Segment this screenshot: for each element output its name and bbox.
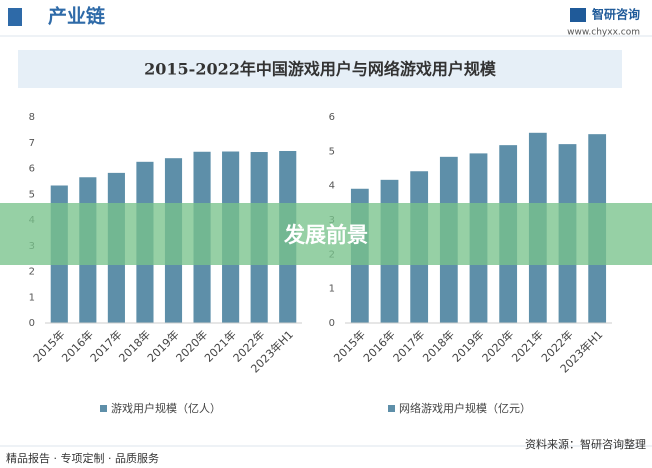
y-tick-label: 8 xyxy=(29,112,35,123)
y-tick-label: 5 xyxy=(29,189,35,200)
y-tick-label: 6 xyxy=(29,164,35,175)
banner-text: 发展前景 xyxy=(283,223,368,247)
brand-logo xyxy=(570,8,586,22)
y-tick-label: 1 xyxy=(329,284,335,295)
title-box xyxy=(18,50,622,88)
banner-band xyxy=(0,203,652,265)
y-tick-label: 0 xyxy=(329,318,335,329)
y-tick-label: 7 xyxy=(29,138,35,149)
y-tick-label: 5 xyxy=(329,146,335,157)
legend-swatch xyxy=(388,405,395,412)
footer-left: 精品报告 · 专项定制 · 品质服务 xyxy=(6,451,159,465)
brand-url: www.chyxx.com xyxy=(567,28,640,38)
y-tick-label: 1 xyxy=(29,292,35,303)
header-icon xyxy=(8,8,22,26)
chart-title: 2015-2022年中国游戏用户与网络游戏用户规模 xyxy=(144,60,497,79)
legend-label: 网络游戏用户规模（亿元） xyxy=(399,401,531,415)
header-title: 产业链 xyxy=(48,5,105,28)
y-tick-label: 0 xyxy=(29,318,35,329)
y-tick-label: 2 xyxy=(29,267,35,278)
legend-swatch xyxy=(100,405,107,412)
footer-source: 资料来源：智研咨询整理 xyxy=(525,437,646,451)
legend-label: 游戏用户规模（亿人） xyxy=(111,401,221,415)
y-tick-label: 4 xyxy=(329,181,335,192)
brand: 智研咨询 xyxy=(591,7,640,22)
y-tick-label: 6 xyxy=(329,112,335,123)
